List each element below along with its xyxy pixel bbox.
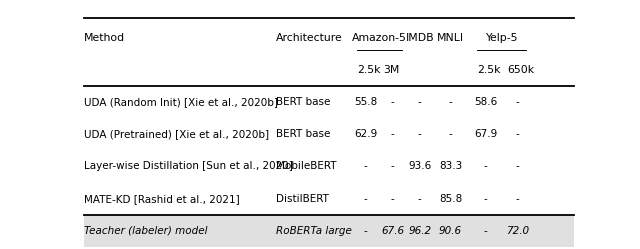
Text: -: - <box>418 194 422 204</box>
Text: 2.5k: 2.5k <box>356 65 380 75</box>
Text: BERT base: BERT base <box>276 129 330 139</box>
Text: -: - <box>390 97 394 107</box>
Text: -: - <box>364 226 367 236</box>
Bar <box>84 215 573 247</box>
Text: -: - <box>390 129 394 139</box>
Text: 2.5k: 2.5k <box>477 65 500 75</box>
Text: DistilBERT: DistilBERT <box>276 194 329 204</box>
Text: -: - <box>484 226 488 236</box>
Text: Teacher (labeler) model: Teacher (labeler) model <box>84 226 207 236</box>
Text: Amazon-5: Amazon-5 <box>352 33 407 43</box>
Text: MNLI: MNLI <box>437 33 464 43</box>
Text: Layer-wise Distillation [Sun et al., 2020]: Layer-wise Distillation [Sun et al., 202… <box>84 161 293 171</box>
Text: 93.6: 93.6 <box>408 161 431 171</box>
Text: -: - <box>484 194 488 204</box>
Text: 83.3: 83.3 <box>439 161 462 171</box>
Text: RoBERTa large: RoBERTa large <box>276 226 352 236</box>
Text: Yelp-5: Yelp-5 <box>485 33 518 43</box>
Text: MobileBERT: MobileBERT <box>276 161 337 171</box>
Text: -: - <box>484 161 488 171</box>
Text: -: - <box>449 97 452 107</box>
Text: 3M: 3M <box>383 65 400 75</box>
Text: -: - <box>449 129 452 139</box>
Text: IMDB: IMDB <box>406 33 434 43</box>
Text: Method: Method <box>84 33 125 43</box>
Text: MATE-KD [Rashid et al., 2021]: MATE-KD [Rashid et al., 2021] <box>84 194 240 204</box>
Text: 67.6: 67.6 <box>381 226 404 236</box>
Text: -: - <box>516 161 519 171</box>
Text: BERT base: BERT base <box>276 97 330 107</box>
Text: -: - <box>390 161 394 171</box>
Text: 72.0: 72.0 <box>506 226 529 236</box>
Text: 85.8: 85.8 <box>439 194 462 204</box>
Text: UDA (Random Init) [Xie et al., 2020b]: UDA (Random Init) [Xie et al., 2020b] <box>84 97 278 107</box>
Text: -: - <box>516 194 519 204</box>
Text: -: - <box>418 97 422 107</box>
Text: Architecture: Architecture <box>276 33 342 43</box>
Text: 67.9: 67.9 <box>474 129 497 139</box>
Text: -: - <box>516 97 519 107</box>
Text: 650k: 650k <box>508 65 534 75</box>
Text: -: - <box>516 129 519 139</box>
Text: -: - <box>418 129 422 139</box>
Text: 90.6: 90.6 <box>439 226 462 236</box>
Text: 96.2: 96.2 <box>408 226 431 236</box>
Text: -: - <box>364 161 367 171</box>
Text: 58.6: 58.6 <box>474 97 497 107</box>
Text: -: - <box>364 194 367 204</box>
Text: UDA (Pretrained) [Xie et al., 2020b]: UDA (Pretrained) [Xie et al., 2020b] <box>84 129 269 139</box>
Text: 55.8: 55.8 <box>354 97 378 107</box>
Text: 62.9: 62.9 <box>354 129 378 139</box>
Text: -: - <box>390 194 394 204</box>
